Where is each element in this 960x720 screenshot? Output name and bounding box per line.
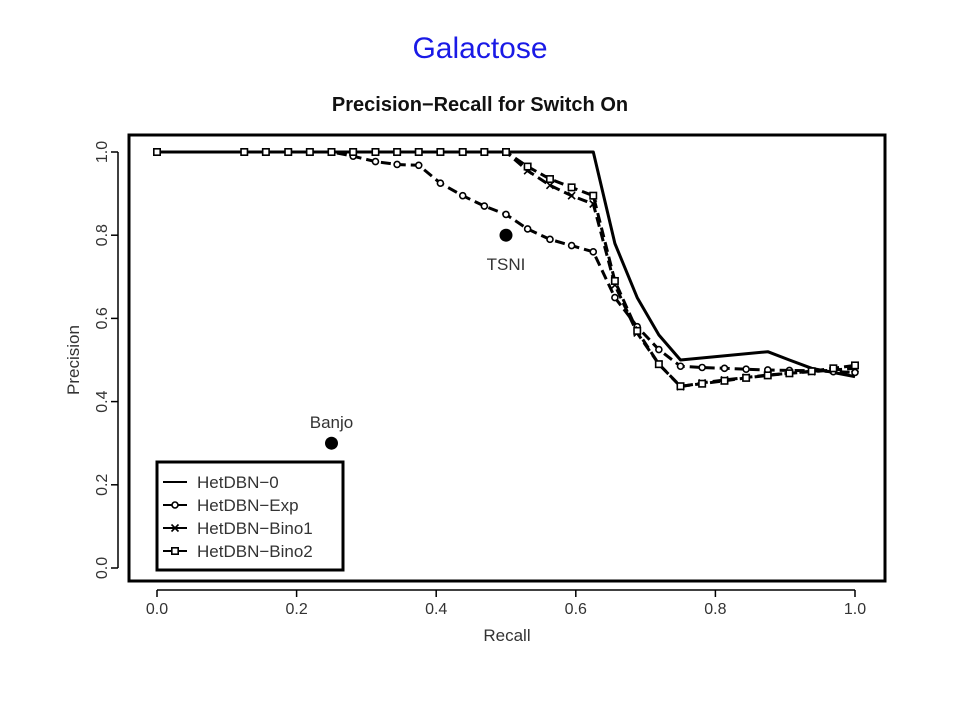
data-point (523, 225, 532, 233)
data-point (502, 210, 510, 219)
legend-box (155, 460, 345, 572)
plot-frame (127, 133, 887, 583)
data-point (589, 191, 598, 200)
legend-marker (171, 546, 180, 555)
data-point (610, 276, 619, 285)
data-point (589, 248, 598, 256)
x-tick-label: 0.8 (704, 601, 726, 618)
y-tick-label: 1.0 (94, 141, 111, 163)
page-heading: Galactose (412, 32, 548, 65)
data-point (654, 360, 663, 369)
point-marker (499, 228, 513, 242)
point-marker (325, 436, 338, 450)
x-tick-label: 0.6 (565, 601, 587, 618)
legend-label: HetDBN−0 (197, 473, 279, 492)
data-point (676, 362, 685, 371)
data-point (742, 373, 751, 382)
y-tick-label: 0.0 (94, 557, 111, 579)
data-point (414, 161, 423, 170)
y-tick-label: 0.6 (94, 307, 111, 329)
legend-label: HetDBN−Exp (197, 496, 299, 515)
legend-label: HetDBN−Bino2 (197, 542, 313, 561)
legend: HetDBN−0 HetDBN−Exp HetDBN−Bino1 HetDBN−Bin… (155, 460, 345, 572)
data-point (284, 148, 293, 157)
legend-marker (170, 523, 180, 533)
point-label: TSNI (487, 255, 526, 274)
data-point (458, 148, 467, 157)
data-point (349, 148, 358, 157)
data-point (850, 361, 859, 370)
legend-label: HetDBN−Bino1 (197, 519, 313, 538)
data-point (611, 293, 619, 302)
data-point (393, 148, 402, 157)
axes: 0.0 0.2 0.4 0.6 0.8 1.0 0.0 0.2 0.4 0.6 0.8 1.0 (94, 141, 866, 618)
data-point (393, 160, 401, 169)
series-4 (153, 148, 859, 391)
data-point (763, 371, 772, 380)
point-label: Banjo (310, 413, 353, 432)
data-point (371, 148, 380, 157)
data-point (480, 202, 489, 210)
data-point (501, 148, 510, 157)
data-point (414, 148, 423, 157)
data-point (545, 175, 554, 184)
data-point (720, 376, 729, 385)
data-point (567, 183, 576, 192)
data-point (371, 157, 380, 166)
data-point (567, 241, 576, 250)
x-axis-label: Recall (483, 626, 530, 645)
data-point (807, 367, 816, 376)
data-point (153, 148, 162, 157)
data-point (785, 369, 794, 378)
legend-entry: HetDBN−Exp (163, 496, 299, 515)
chart-title: Precision−Recall for Switch On (331, 94, 629, 116)
data-point (546, 235, 554, 244)
y-tick-label: 0.2 (94, 474, 111, 496)
data-point (698, 363, 706, 372)
legend-entry: HetDBN−Bino2 (163, 542, 313, 561)
data-point (480, 148, 489, 157)
y-tick-label: 0.4 (94, 390, 111, 412)
x-tick-label: 1.0 (844, 601, 866, 618)
data-point (305, 148, 314, 157)
data-point (742, 365, 750, 373)
data-point (523, 162, 532, 171)
data-point (720, 364, 729, 373)
legend-marker (171, 501, 179, 509)
data-point (327, 148, 336, 157)
data-point (829, 364, 838, 373)
legend-entry: HetDBN−Bino1 (163, 519, 313, 538)
marker-stroke (170, 523, 180, 533)
marker-stroke (567, 191, 576, 200)
data-point (436, 179, 445, 187)
data-point (436, 148, 445, 157)
data-point (633, 326, 642, 335)
data-point (698, 379, 707, 388)
data-point (240, 148, 249, 157)
y-axis-label: Precision (64, 325, 83, 395)
labeled-points: TSNI Banjo (310, 228, 526, 450)
data-point (676, 382, 685, 391)
data-point (655, 345, 663, 354)
legend-entry: HetDBN−0 (163, 473, 279, 492)
x-tick-label: 0.2 (285, 601, 307, 618)
y-tick-label: 0.8 (94, 224, 111, 246)
data-point (567, 191, 576, 200)
series-group (152, 147, 860, 391)
data-point (261, 148, 270, 157)
x-tick-label: 0.0 (146, 601, 168, 618)
x-tick-label: 0.4 (425, 601, 447, 618)
data-point (458, 191, 467, 200)
